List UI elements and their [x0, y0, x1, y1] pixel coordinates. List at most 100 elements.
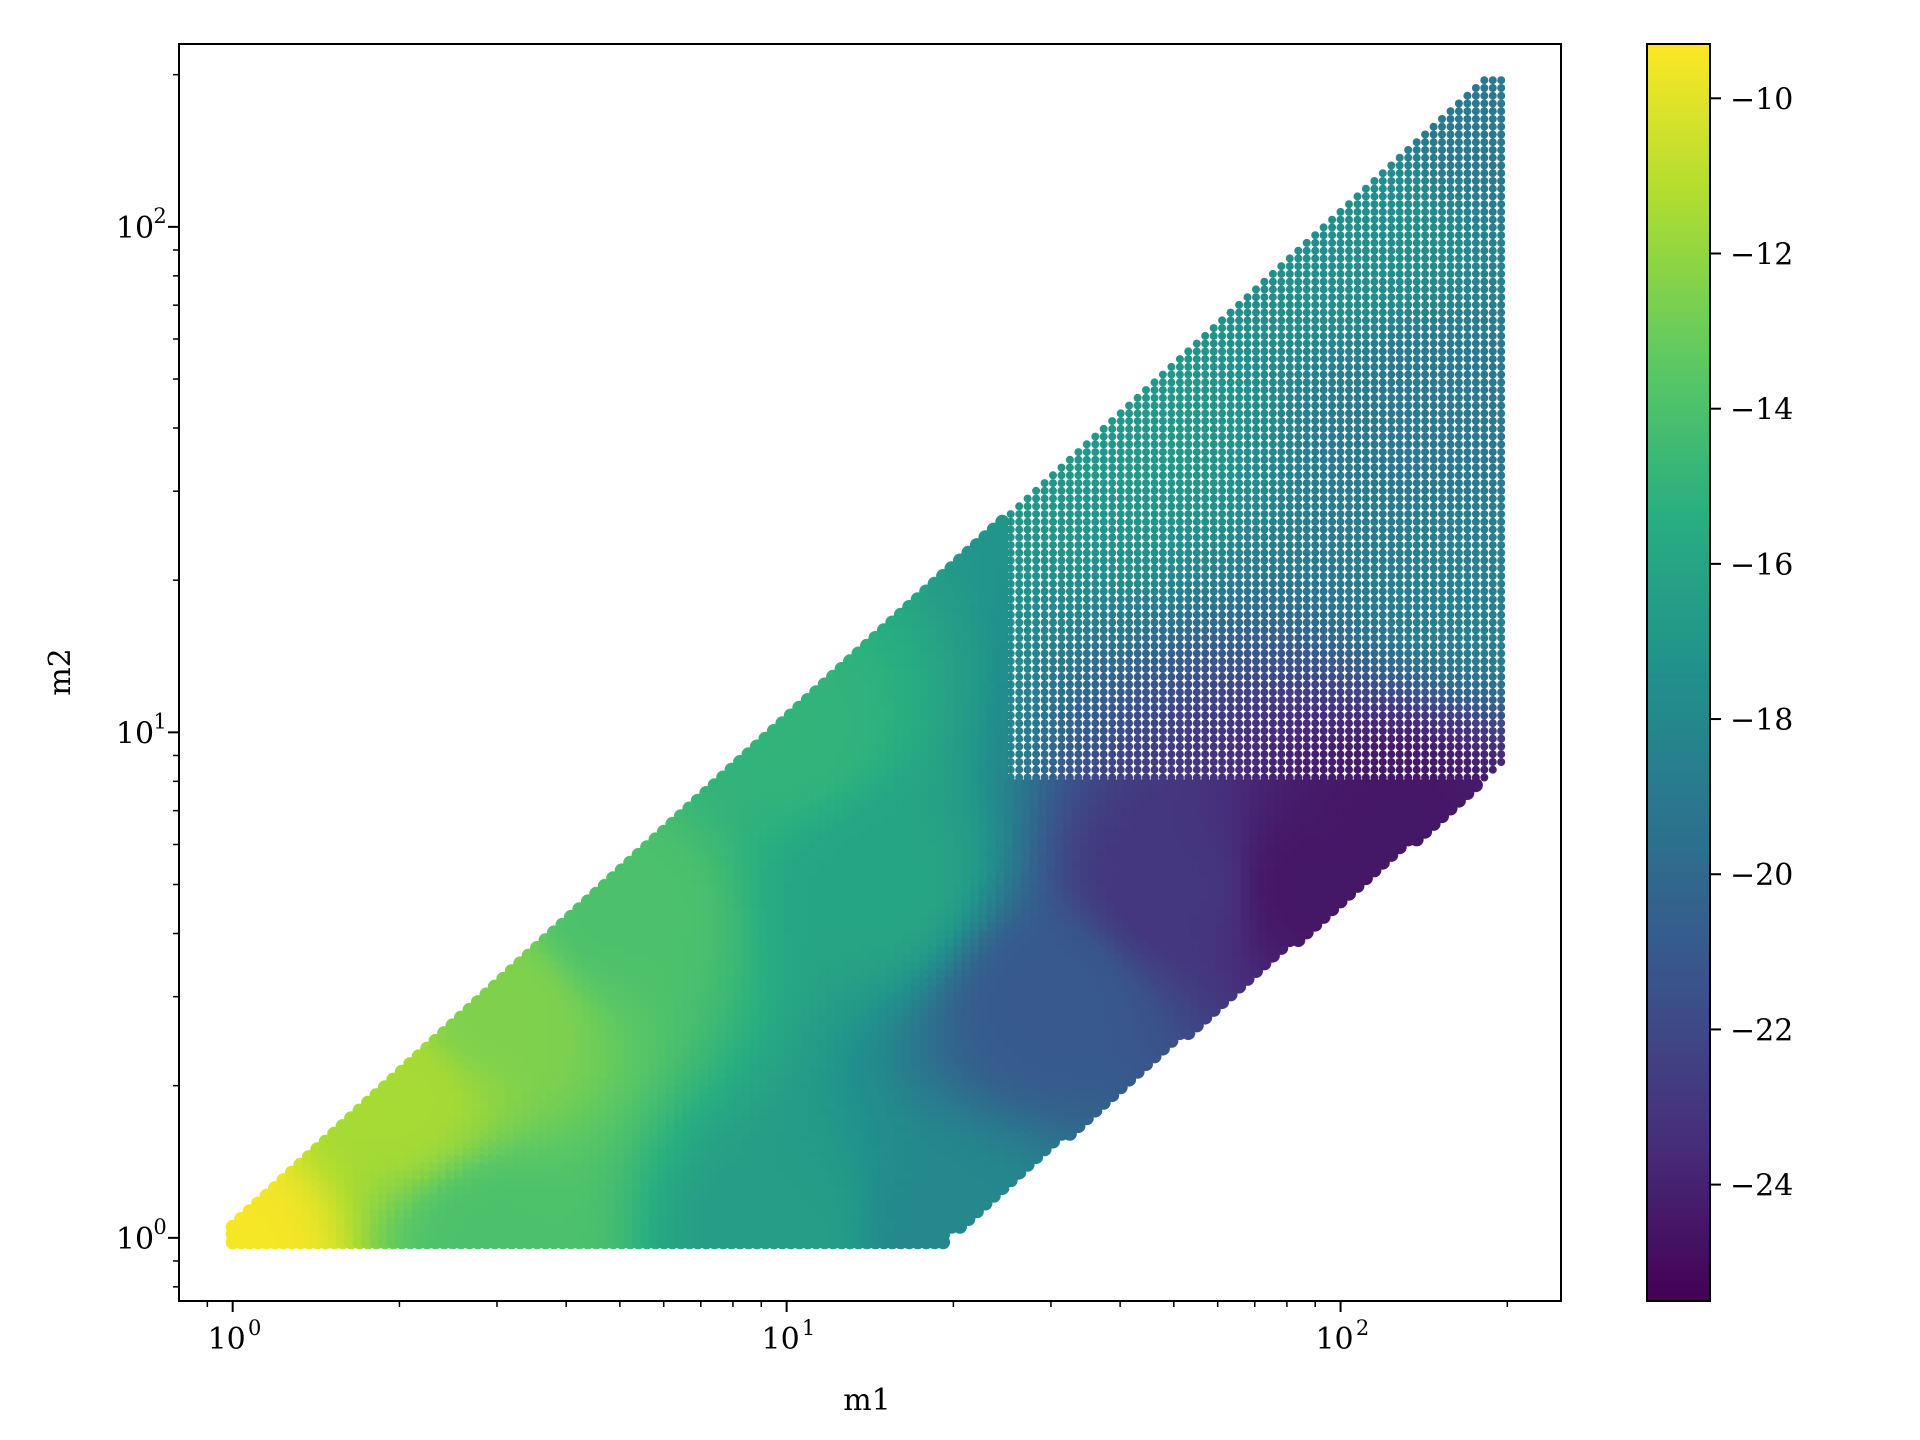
data-point	[1040, 564, 1049, 573]
data-point	[1006, 665, 1015, 673]
data-point	[1049, 579, 1057, 588]
data-point	[1040, 703, 1049, 712]
data-point	[1006, 711, 1015, 720]
data-point	[1032, 486, 1041, 495]
data-point	[1015, 556, 1024, 565]
data-point	[1049, 517, 1057, 526]
data-point	[1032, 634, 1041, 642]
data-point	[1015, 696, 1024, 704]
data-point	[1032, 750, 1041, 759]
data-point	[1023, 618, 1032, 627]
data-point	[1015, 626, 1024, 635]
data-point	[1032, 657, 1041, 666]
data-point	[1023, 680, 1032, 689]
data-point	[1015, 579, 1024, 588]
data-point	[1049, 533, 1057, 542]
data-point	[1040, 486, 1049, 495]
data-point	[1015, 564, 1024, 573]
data-point	[1032, 672, 1041, 681]
data-point	[1015, 548, 1024, 557]
data-point	[1023, 703, 1032, 712]
data-point	[1023, 750, 1032, 759]
data-point	[1023, 626, 1032, 635]
data-point	[1006, 517, 1015, 526]
data-point	[1006, 703, 1015, 712]
data-point	[1032, 572, 1041, 580]
data-point	[1049, 773, 1057, 782]
data-point	[1015, 711, 1024, 720]
data-point	[1040, 672, 1049, 681]
data-point	[1032, 719, 1041, 728]
data-point	[1015, 572, 1024, 580]
data-point	[1006, 696, 1015, 704]
data-point	[1015, 502, 1024, 511]
plot-area	[178, 43, 1562, 1302]
data-point	[1023, 525, 1032, 534]
data-point	[1032, 494, 1041, 503]
data-point	[1023, 595, 1032, 604]
data-point	[1032, 765, 1041, 774]
data-point	[1049, 486, 1057, 495]
data-point	[1015, 750, 1024, 759]
data-point	[1023, 510, 1032, 519]
data-point	[1006, 572, 1015, 580]
data-point	[1006, 750, 1015, 759]
data-point	[1006, 688, 1015, 697]
data-point	[1006, 680, 1015, 689]
data-point	[1049, 758, 1057, 766]
data-point	[1049, 525, 1057, 534]
data-point	[1049, 742, 1057, 751]
data-point	[1006, 548, 1015, 557]
data-point	[1015, 688, 1024, 697]
data-point	[1023, 541, 1032, 550]
data-point	[1006, 579, 1015, 588]
data-point	[1006, 610, 1015, 619]
data-point	[1015, 533, 1024, 542]
data-point	[1040, 556, 1049, 565]
data-point	[1006, 672, 1015, 681]
data-point	[1023, 672, 1032, 681]
data-point	[1049, 719, 1057, 728]
data-point	[1023, 727, 1032, 735]
data-point	[1040, 696, 1049, 704]
data-point	[1023, 688, 1032, 697]
data-point	[1032, 533, 1041, 542]
data-point	[1023, 603, 1032, 611]
data-point	[1032, 579, 1041, 588]
data-point	[1040, 641, 1049, 650]
data-point	[1015, 603, 1024, 611]
data-point	[1015, 773, 1024, 782]
data-point	[1049, 711, 1057, 720]
data-point	[1032, 665, 1041, 673]
data-point	[1006, 634, 1015, 642]
data-point	[1040, 548, 1049, 557]
data-point	[1015, 758, 1024, 766]
data-point	[1032, 641, 1041, 650]
data-point	[1049, 626, 1057, 635]
data-point	[1040, 734, 1049, 743]
data-point	[1006, 541, 1015, 550]
data-point	[1015, 727, 1024, 735]
data-point	[1015, 595, 1024, 604]
data-point	[1023, 579, 1032, 588]
data-point	[1032, 517, 1041, 526]
data-point	[1015, 541, 1024, 550]
data-point	[1032, 742, 1041, 751]
data-point	[1006, 742, 1015, 751]
data-point	[1040, 525, 1049, 534]
data-point	[1049, 556, 1057, 565]
data-point	[1023, 734, 1032, 743]
data-point	[1006, 510, 1015, 519]
data-point	[1015, 657, 1024, 666]
data-point	[1032, 626, 1041, 635]
data-point	[1023, 719, 1032, 728]
data-point	[1032, 525, 1041, 534]
data-point	[1049, 618, 1057, 627]
data-point	[1049, 672, 1057, 681]
data-point	[1049, 610, 1057, 619]
data-point	[1040, 657, 1049, 666]
data-point	[1006, 626, 1015, 635]
data-point	[1040, 680, 1049, 689]
data-point	[1040, 510, 1049, 519]
data-point	[1032, 541, 1041, 550]
